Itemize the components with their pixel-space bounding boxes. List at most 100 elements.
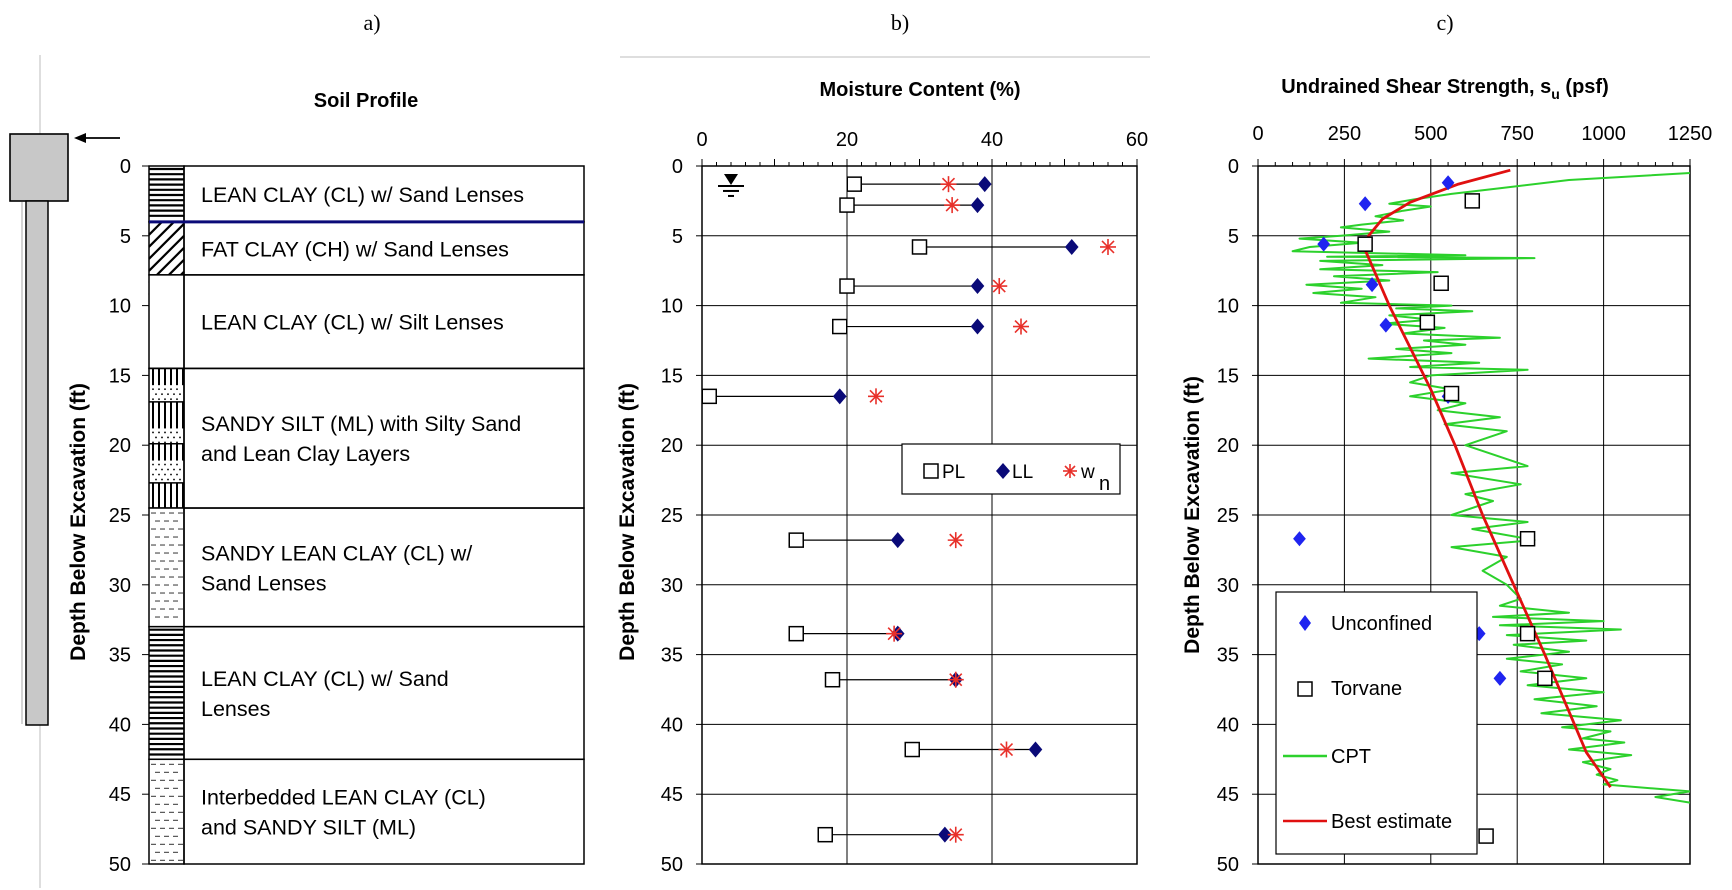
shear-y-tick-label: 30	[1217, 575, 1239, 597]
legend-wn-subscript: n	[1099, 473, 1110, 495]
legend-unconfined-marker	[1299, 615, 1311, 631]
shear-y-tick-label: 0	[1228, 156, 1239, 178]
panel-label-a: a)	[363, 10, 380, 35]
soil-layer-hatch-line	[148, 223, 185, 260]
soil-layer-hatch-dot	[158, 388, 160, 391]
shear-chart-ylabel: Depth Below Excavation (ft)	[1181, 376, 1204, 654]
wn-marker-stroke	[1014, 319, 1028, 334]
moisture-y-tick-label: 10	[661, 296, 683, 318]
soil-layer-label: and SANDY SILT (ML)	[201, 816, 416, 840]
soil-layer-hatch-dot	[161, 468, 163, 471]
soil-layer-hatch-dot	[158, 441, 160, 444]
pl-point	[839, 278, 855, 294]
soil-profile-y-tick-label: 5	[120, 226, 131, 248]
legend-torvane-label: Torvane	[1331, 678, 1402, 700]
soil-profile-y-ticks: 0 5 10 15 20 25 30 35 40 45 50	[109, 156, 149, 876]
torvane-point	[1357, 236, 1373, 252]
soil-layer-hatch-dot	[164, 441, 166, 444]
soil-layer-hatch-dot	[170, 441, 172, 444]
soil-layer-label: SANDY LEAN CLAY (CL) w/	[201, 541, 472, 565]
soil-profile-y-tick-label: 50	[109, 854, 131, 876]
soil-layer-hatch-dot	[176, 388, 178, 391]
torvane-point	[1419, 314, 1436, 331]
unconfined-point	[1379, 317, 1393, 333]
cpt-line	[1291, 172, 1690, 804]
soil-layer-hatch-dot	[164, 463, 166, 466]
shear-chart-legend: Unconfined Torvane CPT Best estimate	[1275, 591, 1478, 855]
moisture-y-tick-label: 30	[661, 575, 683, 597]
legend-wn-marker	[1063, 464, 1077, 478]
ll-point	[832, 388, 847, 405]
wn-point	[998, 741, 1015, 758]
panel-label-c: c)	[1436, 10, 1453, 35]
moisture-y-tick-label: 5	[672, 226, 683, 248]
soil-layer-hatch-dot	[170, 431, 172, 434]
pl-point	[701, 388, 717, 405]
shear-y-tick-label: 20	[1217, 435, 1239, 457]
soil-profile-y-tick-label: 10	[109, 296, 131, 318]
soil-layer-hatch-dot	[164, 431, 166, 434]
wn-point	[1100, 238, 1116, 255]
ll-point	[977, 176, 992, 193]
pl-point	[832, 318, 848, 335]
soil-layer-hatch-dot	[161, 478, 163, 481]
soil-layer-hatch-dot	[158, 431, 160, 434]
soil-layer-label: LEAN CLAY (CL) w/ Silt Lenses	[201, 311, 504, 335]
ll-point	[970, 318, 985, 335]
soil-layer-hatch-dot	[167, 478, 169, 481]
soil-profile-ylabel: Depth Below Excavation (ft)	[67, 383, 90, 661]
excavation-arrow-head	[74, 133, 86, 143]
soil-layer-hatch-dot	[161, 393, 163, 396]
shear-y-tick-label: 15	[1217, 365, 1239, 387]
pl-point	[824, 671, 841, 688]
soil-layers: LEAN CLAY (CL) w/ Sand Lenses FAT CLAY (C…	[148, 165, 585, 865]
shear-x-tick-label: 1000	[1581, 123, 1626, 145]
soil-layer-hatch-dot	[176, 463, 178, 466]
soil-layer-label: SANDY SILT (ML) with Silty Sand	[201, 412, 521, 436]
soil-layer-hatch-dot	[170, 463, 172, 466]
soil-layer-hatch-dot	[167, 393, 169, 396]
wn-marker-stroke	[992, 279, 1006, 293]
wn-point	[947, 671, 964, 688]
shear-y-tick-label: 35	[1217, 645, 1239, 667]
soil-layer-hatch-dot	[164, 388, 166, 391]
soil-profile-y-tick-label: 0	[120, 156, 131, 178]
moisture-chart-legend: PL LL w n	[901, 443, 1121, 495]
soil-layer-hatch-dot	[152, 388, 154, 391]
ll-point	[890, 532, 905, 549]
soil-layer: LEAN CLAY (CL) w/ Sand Lenses	[148, 625, 585, 761]
shear-y-tick-label: 45	[1217, 784, 1239, 806]
ll-point	[938, 826, 952, 843]
moisture-content-panel: Moisture Content (%) Depth Below Excavat…	[616, 79, 1148, 876]
soil-layer-hatch-dot	[173, 478, 175, 481]
soil-layer: SANDY LEAN CLAY (CL) w/Sand Lenses	[148, 507, 585, 628]
unconfined-point	[1293, 531, 1306, 547]
soil-layer-hatch-dot	[176, 431, 178, 434]
shear-y-tick-label: 25	[1217, 505, 1239, 527]
shear-y-tick-label: 50	[1217, 854, 1239, 876]
soil-layer-hatch-dot	[167, 436, 169, 439]
soil-layer-hatch-dot	[173, 393, 175, 396]
soil-layer-hatch-dot	[155, 478, 157, 481]
moisture-y-tick-label: 50	[661, 854, 683, 876]
soil-layer-hatch-dot	[170, 473, 172, 476]
soil-profile-y-tick-label: 35	[109, 645, 131, 667]
soil-layer-description-box	[183, 758, 585, 865]
unconfined-point	[1365, 277, 1379, 293]
soil-layer-hatch-dot	[173, 436, 175, 439]
soil-layer-description-box	[183, 507, 585, 628]
soil-profile-y-tick-label: 25	[109, 505, 131, 527]
legend-wn-label: w	[1080, 462, 1095, 483]
shear-title-units: (psf)	[1560, 76, 1609, 98]
soil-layer-hatch-dot	[152, 463, 154, 466]
legend-torvane-marker	[1297, 681, 1313, 697]
soil-layer-hatch-dot	[158, 473, 160, 476]
pl-point	[911, 239, 928, 255]
wn-point	[947, 826, 964, 843]
wn-marker-stroke	[949, 533, 963, 547]
soil-layer-hatch-line	[148, 235, 185, 272]
shear-y-tick-label: 5	[1228, 226, 1239, 248]
soil-layer-hatch-background	[149, 759, 184, 864]
shear-x-tick-label: 500	[1414, 123, 1447, 145]
